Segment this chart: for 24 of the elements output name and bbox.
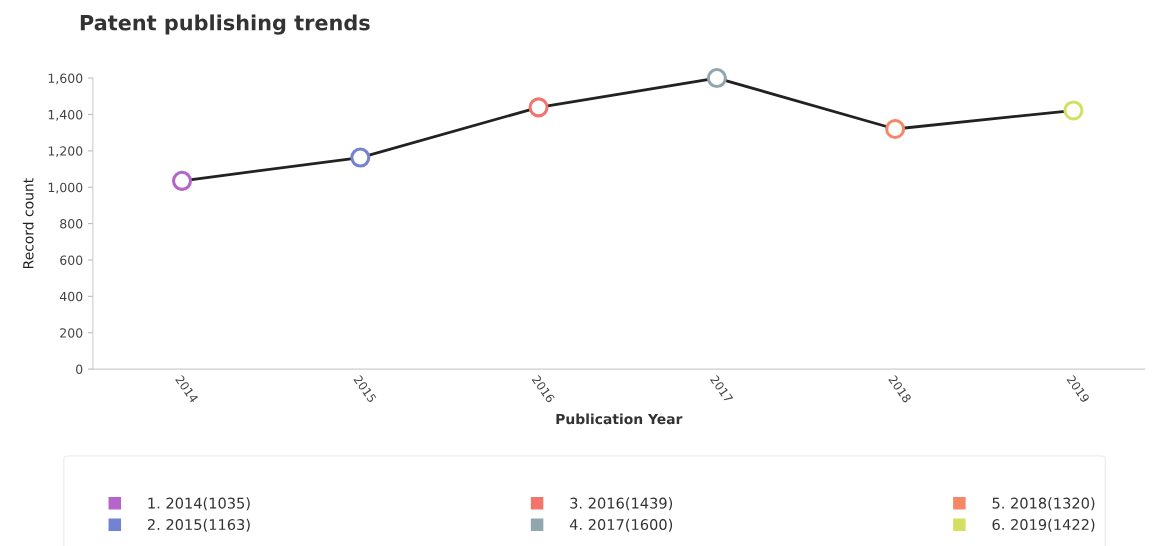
y-tick-label: 200 <box>60 328 83 338</box>
legend-label: 6. 2019(1422) <box>992 518 1095 532</box>
legend-label: 3. 2016(1439) <box>570 497 673 511</box>
y-tick-label: 800 <box>60 219 83 229</box>
y-tick-label: 1,400 <box>48 109 83 121</box>
point <box>706 68 727 89</box>
point <box>1063 100 1084 121</box>
y-tick-label: 1,000 <box>48 182 83 194</box>
y-tick-label: 400 <box>59 291 83 302</box>
point <box>885 118 906 140</box>
chart-title: Patent publishing trends <box>80 14 370 35</box>
legend-label: 2. 2015(1163) <box>147 518 250 532</box>
point <box>350 147 371 168</box>
legend-label: 5. 2018(1320) <box>992 497 1095 511</box>
y-tick-label: 0 <box>76 364 83 375</box>
point <box>171 170 193 191</box>
y-tick-label: 1,600 <box>48 73 83 85</box>
point <box>528 97 549 118</box>
legend-label: 4. 2017(1600) <box>569 518 673 532</box>
y-axis-title: Record count <box>22 178 34 269</box>
legend-label: 1. 2014(1035) <box>148 497 250 511</box>
x-axis-title: Publication Year <box>556 413 683 425</box>
y-tick-label: 600 <box>60 255 83 265</box>
y-tick-label: 1,200 <box>48 146 83 158</box>
